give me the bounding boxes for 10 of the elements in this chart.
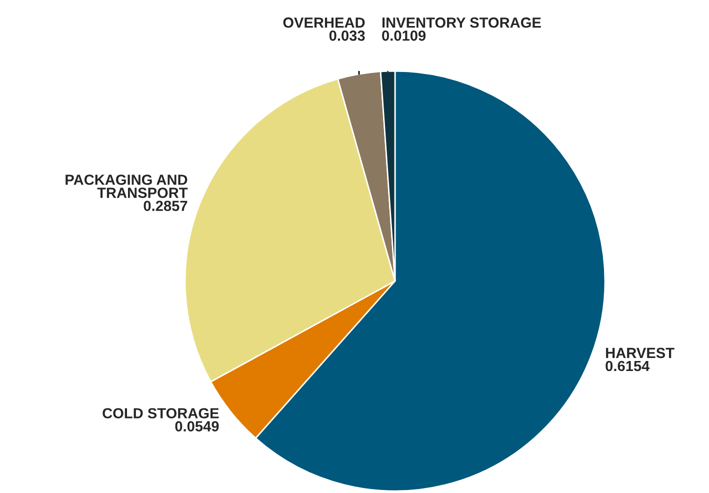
data-label: 0.033 xyxy=(329,30,365,41)
data-label: 0.0549 xyxy=(175,421,219,432)
slice-label: INVENTORY STORAGE xyxy=(382,17,541,28)
slice-label: COLD STORAGE xyxy=(102,408,219,418)
data-label: 0.2857 xyxy=(144,200,188,212)
data-label: 0.6154 xyxy=(606,360,650,372)
data-label: 0.0109 xyxy=(382,30,426,41)
slice-label: HARVEST xyxy=(606,348,674,358)
slice-label: OVERHEAD xyxy=(283,17,365,28)
slice-label: PACKAGING AND TRANSPORT xyxy=(66,174,188,198)
